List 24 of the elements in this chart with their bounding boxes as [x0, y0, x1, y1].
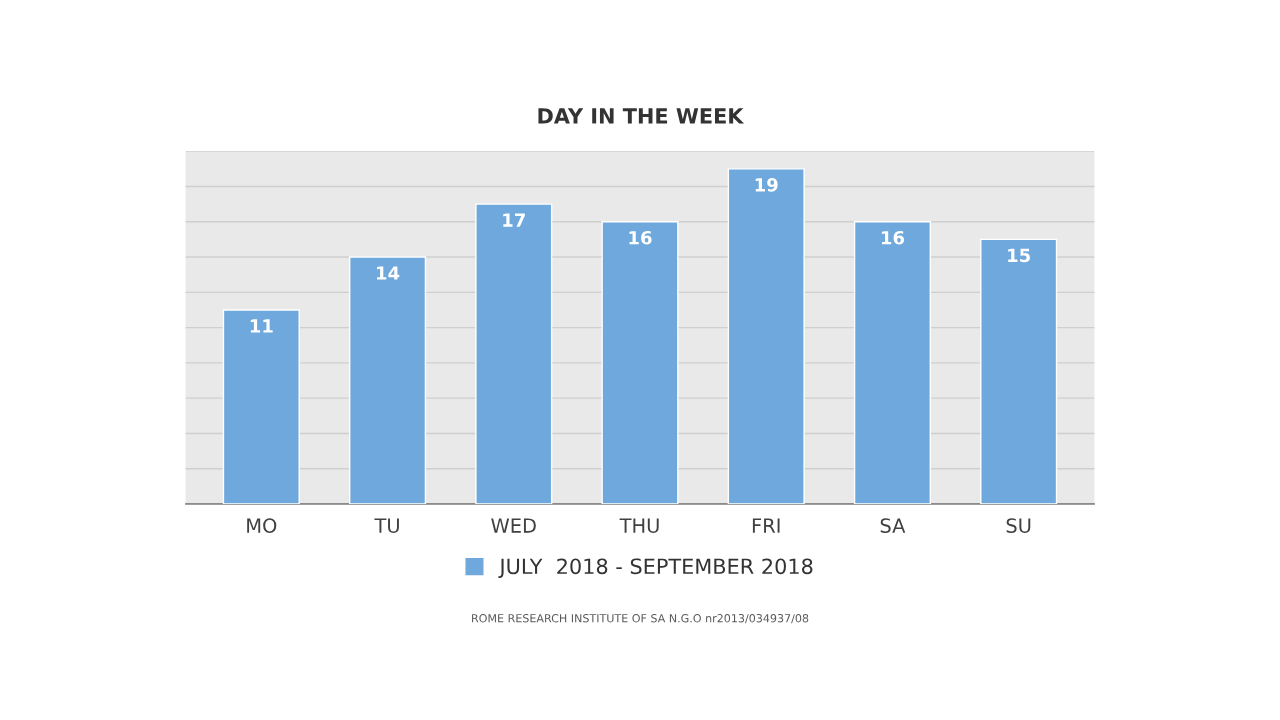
- data-label: 17: [503, 213, 525, 227]
- x-tick-label: TU: [374, 518, 399, 533]
- x-tick-label: MO: [247, 518, 277, 533]
- x-tick-label: SA: [880, 518, 906, 533]
- data-label: 16: [881, 230, 905, 245]
- x-tick-label: WED: [491, 518, 536, 533]
- bar: [222, 309, 300, 504]
- legend-label: JULY 2018 - SEPTEMBER 2018: [498, 558, 813, 579]
- chart-title: DAY IN THE WEEK: [538, 108, 745, 124]
- bar: [980, 238, 1058, 504]
- text: ROME RESEARCH INSTITUTE OF SA N.G.O nr2013/034937/08: [472, 614, 809, 624]
- bar: [601, 221, 679, 504]
- bar: [727, 168, 805, 504]
- data-label: 11: [250, 319, 273, 333]
- data-label: 16: [629, 230, 652, 245]
- bar: [475, 203, 553, 504]
- bar: [348, 256, 427, 504]
- x-tick-label: THU: [619, 518, 659, 533]
- data-label: 15: [1008, 248, 1030, 263]
- data-label: 19: [755, 178, 778, 192]
- x-tick-label: SU: [1006, 518, 1031, 533]
- x-tick-label: FRI: [752, 518, 780, 533]
- bar: [853, 221, 932, 504]
- data-label: 14: [377, 266, 400, 280]
